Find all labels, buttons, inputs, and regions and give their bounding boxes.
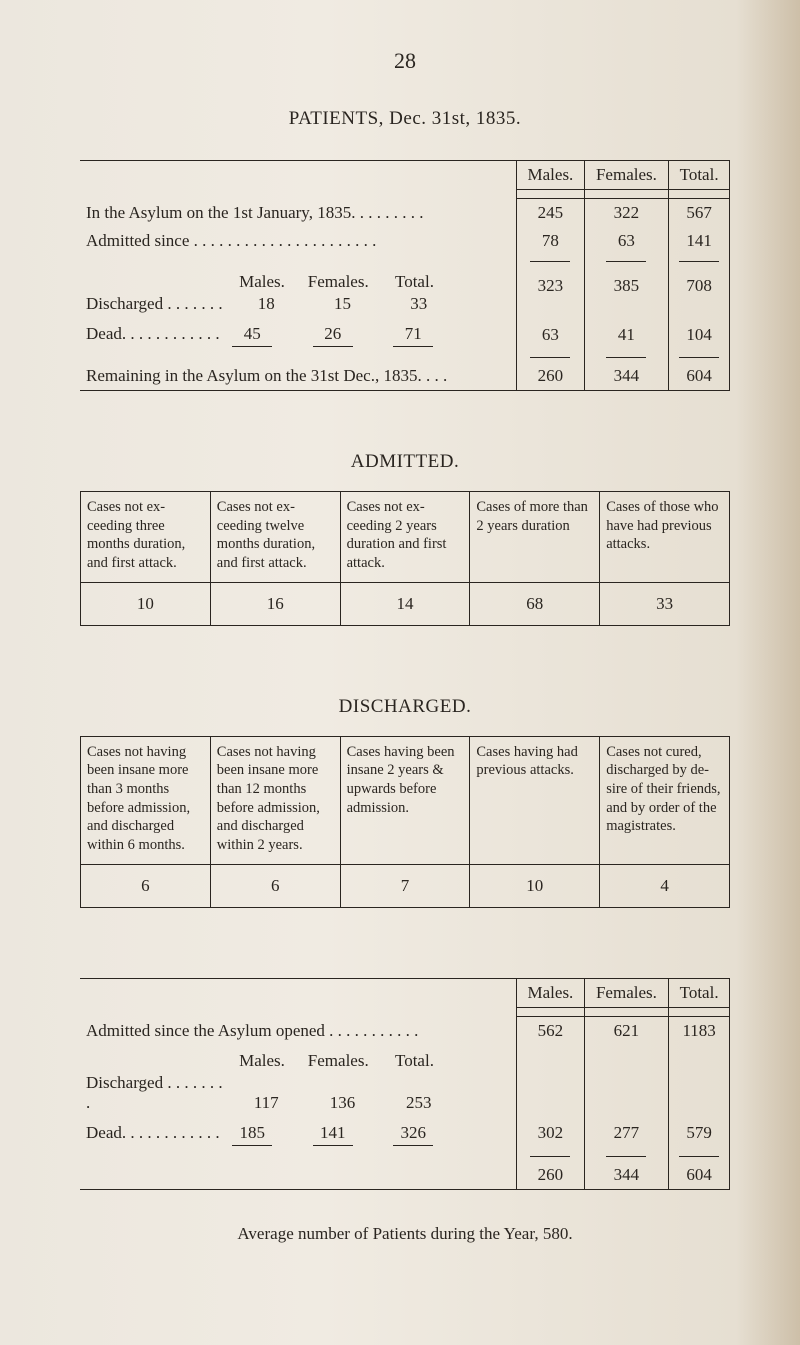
cell-value: 141 <box>669 227 730 255</box>
cell-value: 63 <box>584 227 669 255</box>
cell-value: 16 <box>210 583 340 626</box>
cell-text: Cases not ex­ceeding twelve months durat… <box>210 492 340 583</box>
row-label: Discharged . . . . . . . . <box>86 1073 226 1113</box>
discharged-table: Cases not having been insane more than 3… <box>80 736 730 908</box>
cell-value: 708 <box>669 266 730 306</box>
row-label: Discharged . . . . . . . <box>86 294 226 314</box>
cell-value: 33 <box>383 294 455 314</box>
cell-value: 323 <box>517 266 584 306</box>
cell-value: 185 <box>240 1123 266 1142</box>
cell-value: 41 <box>584 318 669 351</box>
cell-value: 579 <box>669 1117 730 1150</box>
col-males: Males. <box>517 978 584 1007</box>
cell-text: Cases not ex­ceeding 2 years duration an… <box>340 492 470 583</box>
cell-value: 63 <box>517 318 584 351</box>
cell-value: 104 <box>669 318 730 351</box>
page-number: 28 <box>80 48 730 74</box>
admitted-title: ADMITTED. <box>80 451 730 473</box>
cell-value: 6 <box>210 865 340 908</box>
cell-value: 4 <box>600 865 730 908</box>
inner-col-total: Total. <box>379 1051 451 1071</box>
cell-value: 385 <box>584 266 669 306</box>
cell-value: 326 <box>401 1123 427 1142</box>
cell-value: 10 <box>81 583 211 626</box>
cell-text: Cases not ex­ceeding three months durati… <box>81 492 211 583</box>
cell-value: 260 <box>517 362 584 391</box>
table-row: Males. Females. Total. Discharged . . . … <box>80 1045 730 1117</box>
cell-value: 7 <box>340 865 470 908</box>
cell-value: 26 <box>324 324 341 343</box>
cell-value: 245 <box>517 199 584 228</box>
cell-value: 322 <box>584 199 669 228</box>
patients-title: PATIENTS, Dec. 31st, 1835. <box>80 108 730 130</box>
cell-text: Cases having had previous attacks. <box>470 736 600 864</box>
row-label: Remaining in the Asylum on the 31st Dec.… <box>80 362 517 391</box>
inner-col-total: Total. <box>379 272 451 292</box>
cell-value: 15 <box>307 294 379 314</box>
col-total: Total. <box>669 161 730 190</box>
cell-value: 141 <box>320 1123 346 1142</box>
inner-col-females: Females. <box>302 272 374 292</box>
cell-value: 562 <box>517 1016 584 1045</box>
inner-col-females: Females. <box>302 1051 374 1071</box>
discharged-title: DISCHARGED. <box>80 696 730 718</box>
table-row: Males. Females. Total. Discharged . . . … <box>80 266 730 306</box>
row-label: In the Asylum on the 1st January, 1835. … <box>80 199 517 228</box>
cell-text: Cases having been insane 2 years & upwar… <box>340 736 470 864</box>
footnote: Average number of Patients during the Ye… <box>80 1224 730 1244</box>
table-row: In the Asylum on the 1st January, 1835. … <box>80 199 730 228</box>
cell-text: Cases of more than 2 years du­ration <box>470 492 600 583</box>
cell-text: Cases of those who have had previous att… <box>600 492 730 583</box>
summary-table-1: Males. Females. Total. In the Asylum on … <box>80 160 730 391</box>
cell-value: 277 <box>584 1117 669 1150</box>
cell-text: Cases not having been insane more than 1… <box>210 736 340 864</box>
table-row: Dead. . . . . . . . . . . . 45 26 71 63 … <box>80 318 730 351</box>
row-label: Admitted since . . . . . . . . . . . . .… <box>80 227 517 255</box>
cell-value: 78 <box>517 227 584 255</box>
table-row: Dead. . . . . . . . . . . . 185 141 326 … <box>80 1117 730 1150</box>
cell-text: Cases not having been insane more than 3… <box>81 736 211 864</box>
cell-value: 45 <box>244 324 261 343</box>
cell-value: 344 <box>584 1161 669 1190</box>
summary-table-2: Males. Females. Total. Admitted since th… <box>80 978 730 1190</box>
cell-text: Cases not cured, discharged by de­sire o… <box>600 736 730 864</box>
cell-value: 621 <box>584 1016 669 1045</box>
cell-value: 68 <box>470 583 600 626</box>
cell-value: 302 <box>517 1117 584 1150</box>
cell-value: 6 <box>81 865 211 908</box>
cell-value: 567 <box>669 199 730 228</box>
col-females: Females. <box>584 161 669 190</box>
cell-value: 344 <box>584 362 669 391</box>
col-females: Females. <box>584 978 669 1007</box>
cell-value: 604 <box>669 362 730 391</box>
admitted-table: Cases not ex­ceeding three months durati… <box>80 491 730 626</box>
table-row: Remaining in the Asylum on the 31st Dec.… <box>80 362 730 391</box>
cell-value: 253 <box>383 1093 455 1113</box>
row-label: Admitted since the Asylum opened . . . .… <box>80 1016 517 1045</box>
row-label: Dead. . . . . . . . . . . . <box>86 324 226 344</box>
table-row: Admitted since the Asylum opened . . . .… <box>80 1016 730 1045</box>
cell-value: 71 <box>405 324 422 343</box>
row-label: Dead. . . . . . . . . . . . <box>86 1123 226 1143</box>
cell-value: 33 <box>600 583 730 626</box>
cell-value: 136 <box>307 1093 379 1113</box>
table-row: Admitted since . . . . . . . . . . . . .… <box>80 227 730 255</box>
col-males: Males. <box>517 161 584 190</box>
cell-value: 18 <box>230 294 302 314</box>
cell-value: 117 <box>230 1093 302 1113</box>
col-total: Total. <box>669 978 730 1007</box>
cell-value: 10 <box>470 865 600 908</box>
cell-value: 260 <box>517 1161 584 1190</box>
inner-col-males: Males. <box>226 1051 298 1071</box>
inner-col-males: Males. <box>226 272 298 292</box>
cell-value: 14 <box>340 583 470 626</box>
table-row: 260 344 604 <box>80 1161 730 1190</box>
cell-value: 604 <box>669 1161 730 1190</box>
cell-value: 1183 <box>669 1016 730 1045</box>
